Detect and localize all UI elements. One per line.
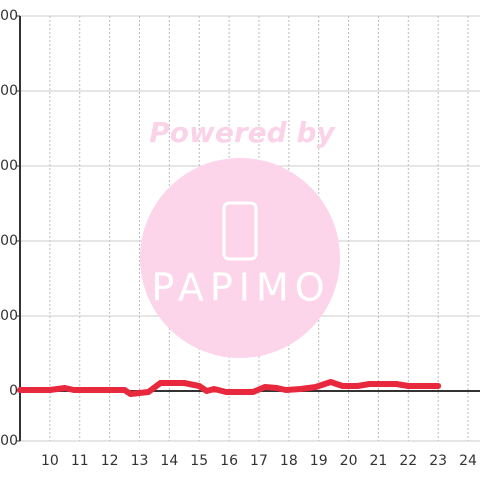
y-tick-label: 90,000: [0, 158, 18, 174]
x-tick-label: 14: [160, 453, 178, 469]
watermark-logo: PAPIMO: [151, 266, 330, 310]
x-tick-label: 21: [370, 453, 388, 469]
y-tick-label: 0: [9, 383, 18, 399]
x-tick-label: 19: [310, 453, 328, 469]
data-line: [17, 379, 442, 397]
x-tick-label: 15: [190, 453, 208, 469]
x-tick-label: 16: [220, 453, 238, 469]
watermark-icon: [222, 201, 258, 261]
x-tick-label: 17: [250, 453, 268, 469]
x-tick-label: 10: [41, 453, 59, 469]
x-tick-label: 11: [71, 453, 89, 469]
watermark-text: Powered by: [149, 116, 336, 149]
x-tick-label: 24: [459, 453, 477, 469]
x-tick-label: 12: [101, 453, 119, 469]
y-tick-label: 150,000: [0, 8, 18, 24]
y-tick-label: 60,000: [0, 233, 18, 249]
y-tick-label: 30,000: [0, 308, 18, 324]
y-tick-label: -20,000: [0, 433, 18, 449]
x-tick-label: 20: [340, 453, 358, 469]
x-tick-label: 22: [399, 453, 417, 469]
x-tick-label: 18: [280, 453, 298, 469]
x-tick-label: 23: [429, 453, 447, 469]
y-tick-label: 120,000: [0, 83, 18, 99]
x-tick-label: 13: [131, 453, 149, 469]
